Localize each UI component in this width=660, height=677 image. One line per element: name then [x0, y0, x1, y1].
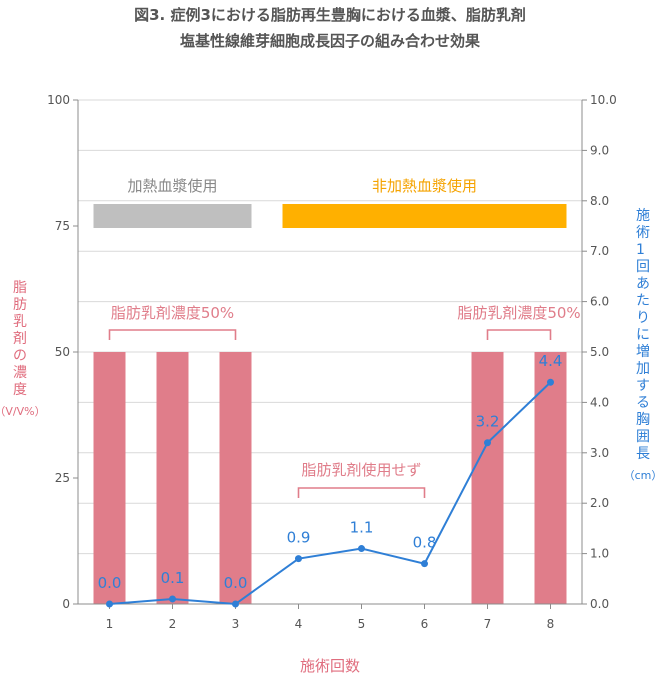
- y-axis-right-title-char: 施: [636, 208, 650, 224]
- bar: [534, 352, 567, 604]
- x-tick-label: 6: [421, 617, 429, 631]
- chart-title-line-1: 図3. 症例3における脂肪再生豊胸における血漿、脂肪乳剤: [134, 6, 526, 24]
- y-axis-left-title-char: 脂: [13, 280, 27, 296]
- y-axis-right-title-char: す: [636, 378, 650, 394]
- y-axis-right-title-char: る: [636, 395, 650, 411]
- y-left-tick-label: 25: [55, 471, 70, 485]
- line-point: [295, 555, 302, 563]
- line-data-label: 1.1: [350, 519, 374, 537]
- x-tick-label: 1: [106, 617, 114, 631]
- y-axis-left-title-char: 乳: [13, 314, 27, 330]
- y-axis-right-unit: （cm）: [623, 469, 660, 482]
- emulsion-none-label: 脂肪乳剤使用せず: [301, 461, 421, 479]
- line-point: [169, 595, 176, 603]
- y-axis-left-unit: （V/V%）: [0, 405, 46, 418]
- line-point: [106, 600, 113, 608]
- y-right-tick-label: 6.0: [590, 295, 609, 309]
- line-point: [484, 439, 491, 447]
- y-right-tick-label: 3.0: [590, 446, 609, 460]
- y-axis-left-title-char: 剤: [13, 331, 27, 347]
- line-point: [421, 560, 428, 568]
- y-axis-left-title-char: 濃: [13, 365, 27, 381]
- bar: [93, 352, 126, 604]
- y-axis-right-title-char: 回: [636, 259, 650, 275]
- x-tick-label: 4: [295, 617, 303, 631]
- emulsion-first-bracket: [108, 329, 237, 340]
- line-data-label: 0.0: [98, 574, 122, 592]
- line-data-label: 4.4: [539, 352, 563, 370]
- x-tick-label: 3: [232, 617, 240, 631]
- y-axis-right-title-char: た: [636, 293, 650, 309]
- y-axis-left-title: 脂肪乳剤の濃度: [13, 280, 27, 399]
- y-axis-left-title-char: 肪: [13, 297, 27, 313]
- x-tick-label: 5: [358, 617, 366, 631]
- x-axis-title: 施術回数: [300, 657, 360, 675]
- x-tick-label: 2: [169, 617, 177, 631]
- emulsion-none-bracket: [297, 487, 426, 498]
- y-axis-right-title-char: 加: [636, 361, 650, 377]
- line-data-label: 0.9: [287, 529, 311, 547]
- line-series: [109, 381, 552, 606]
- y-axis-right-title-char: 1: [636, 242, 645, 258]
- heated-plasma-band: [93, 204, 252, 228]
- y-axis-left-title-char: 度: [13, 382, 27, 398]
- line-data-label: 0.1: [161, 569, 185, 587]
- y-axis-right-title-char: 長: [636, 446, 650, 462]
- y-axis-left-title-char: の: [13, 348, 27, 364]
- y-right-tick-label: 2.0: [590, 496, 609, 510]
- x-tick-label: 7: [484, 617, 492, 631]
- y-axis-right-title-char: 術: [636, 225, 650, 241]
- line-point: [358, 545, 365, 553]
- unheated-plasma-band: [282, 204, 567, 228]
- y-axis-right-title-char: り: [636, 310, 650, 326]
- y-right-tick-label: 4.0: [590, 395, 609, 409]
- unheated-plasma-label: 非加熱血漿使用: [372, 177, 477, 195]
- y-right-tick-label: 10.0: [590, 93, 617, 107]
- y-axis-right-title-char: 胸: [636, 412, 650, 428]
- line-data-label: 0.0: [224, 574, 248, 592]
- line-data-label: 3.2: [476, 413, 500, 431]
- y-right-tick-label: 1.0: [590, 547, 609, 561]
- line-point: [547, 378, 554, 386]
- y-axis-right-title-char: 囲: [636, 429, 650, 445]
- bar: [219, 352, 252, 604]
- y-right-tick-label: 9.0: [590, 143, 609, 157]
- y-left-tick-label: 100: [47, 93, 70, 107]
- y-left-tick-label: 0: [62, 597, 70, 611]
- heated-plasma-label: 加熱血漿使用: [127, 177, 217, 195]
- y-axis-right-title-char: に: [636, 327, 650, 343]
- y-right-tick-label: 8.0: [590, 194, 609, 208]
- x-tick-label: 8: [547, 617, 555, 631]
- emulsion-last-bracket: [486, 329, 552, 340]
- bar: [471, 352, 504, 604]
- y-right-tick-label: 7.0: [590, 244, 609, 258]
- chart-title-line-2: 塩基性線維芽細胞成長因子の組み合わせ効果: [179, 32, 480, 50]
- line-data-label: 0.8: [413, 534, 437, 552]
- y-right-tick-label: 5.0: [590, 345, 609, 359]
- bar: [156, 352, 189, 604]
- emulsion-first-label: 脂肪乳剤濃度50%: [111, 304, 234, 322]
- y-left-tick-label: 50: [55, 345, 70, 359]
- y-left-tick-label: 75: [55, 219, 70, 233]
- y-axis-right-title-char: あ: [636, 276, 650, 292]
- y-axis-right-title-char: 増: [636, 344, 650, 360]
- line-point: [232, 600, 239, 608]
- emulsion-last-label: 脂肪乳剤濃度50%: [457, 304, 580, 322]
- y-right-tick-label: 0.0: [590, 597, 609, 611]
